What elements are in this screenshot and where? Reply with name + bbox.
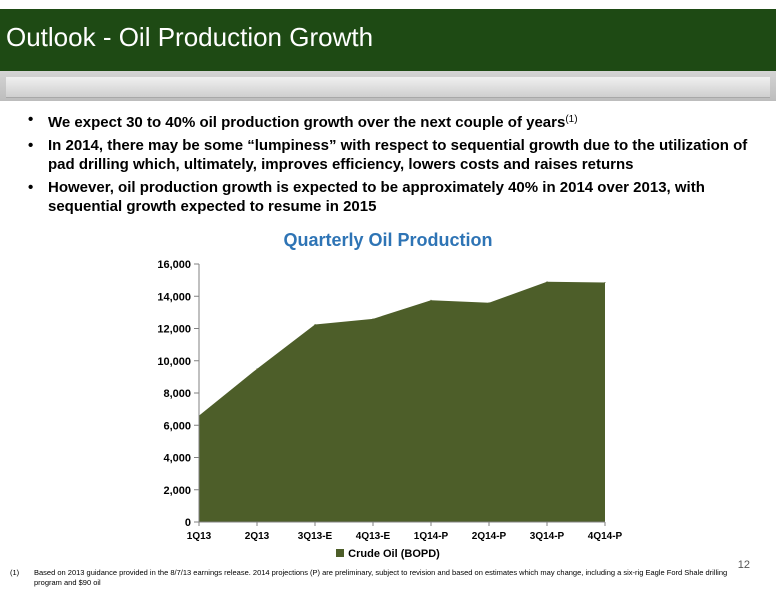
y-tick-label: 4,000 (163, 453, 191, 465)
chart-title: Quarterly Oil Production (283, 230, 493, 250)
legend-label: Crude Oil (BOPD) (348, 548, 440, 560)
bullet-text: However, oil production growth is expect… (48, 179, 705, 215)
title-bar (0, 9, 776, 71)
x-tick-label: 2Q14-P (472, 531, 507, 542)
y-tick-label: 0 (185, 517, 191, 529)
data-point (604, 282, 606, 284)
chart-legend: Crude Oil (BOPD) (0, 548, 776, 560)
y-tick-label: 6,000 (163, 420, 191, 432)
x-tick-label: 4Q14-P (588, 531, 623, 542)
x-tick-label: 3Q13-E (298, 531, 333, 542)
y-tick-label: 14,000 (157, 291, 191, 303)
x-tick-label: 1Q14-P (414, 531, 449, 542)
x-tick-label: 4Q13-E (356, 531, 391, 542)
data-point (372, 318, 374, 320)
bullet-dot: • (28, 111, 34, 128)
x-tick-label: 1Q13 (187, 531, 212, 542)
y-tick-label: 16,000 (157, 259, 191, 271)
data-point (430, 299, 432, 301)
footnote-text: Based on 2013 guidance provided in the 8… (34, 568, 728, 587)
bullet-item: • In 2014, there may be some “lumpiness”… (28, 136, 758, 174)
y-tick-label: 8,000 (163, 388, 191, 400)
data-point (488, 302, 490, 304)
data-point (314, 323, 316, 325)
y-tick-label: 12,000 (157, 324, 191, 336)
bullet-item: • We expect 30 to 40% oil production gro… (28, 110, 758, 132)
page-number: 12 (737, 559, 750, 571)
bullet-text: In 2014, there may be some “lumpiness” w… (48, 137, 748, 173)
footnote-ref: (1) (565, 114, 578, 125)
x-tick-label: 2Q13 (245, 531, 270, 542)
legend-swatch (336, 549, 345, 557)
bullet-item: • However, oil production growth is expe… (28, 178, 758, 216)
x-tick-label: 3Q14-P (530, 531, 565, 542)
data-point (256, 368, 258, 370)
data-point (546, 281, 548, 283)
footnote-mark: (1) (10, 568, 20, 577)
series-area-crude-oil (199, 281, 605, 522)
bullet-list: • We expect 30 to 40% oil production gro… (28, 110, 758, 220)
bullet-dot: • (28, 137, 34, 154)
header-band-bevel (6, 77, 770, 98)
slide-title: Outlook - Oil Production Growth (6, 22, 374, 52)
footnote: (1) Based on 2013 guidance provided in t… (10, 568, 730, 588)
bullet-text: We expect 30 to 40% oil production growt… (48, 114, 566, 131)
y-tick-label: 10,000 (157, 356, 191, 368)
y-tick-label: 2,000 (163, 485, 191, 497)
bullet-dot: • (28, 179, 34, 196)
